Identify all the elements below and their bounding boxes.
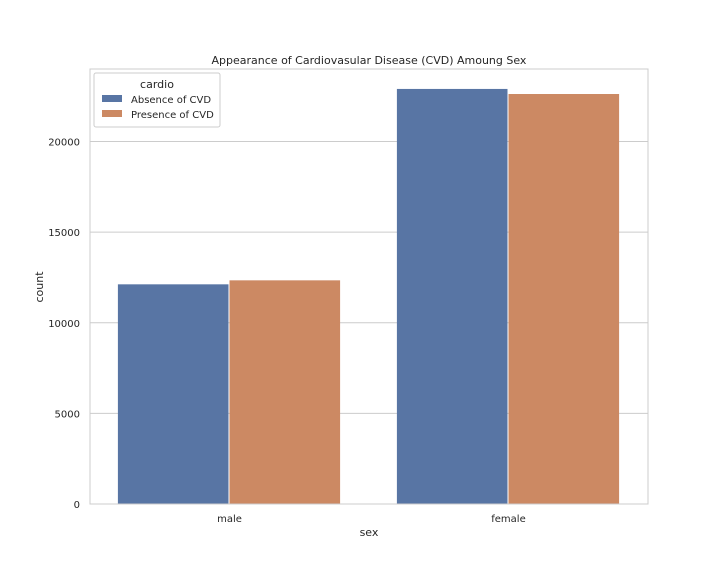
legend-title: cardio xyxy=(140,78,174,91)
y-axis-label: count xyxy=(33,271,46,303)
x-tick-label: male xyxy=(217,514,242,525)
y-tick-label: 15000 xyxy=(48,228,80,239)
plot-frame xyxy=(89,68,649,505)
legend-swatch xyxy=(102,110,122,117)
legend-swatch xyxy=(102,95,122,102)
y-tick-label: 0 xyxy=(74,500,80,511)
legend-box xyxy=(93,72,221,128)
bar-female-presence xyxy=(508,94,620,504)
legend-entry-label: Presence of CVD xyxy=(131,110,214,121)
y-tick-label: 20000 xyxy=(48,138,80,149)
chart-title: Appearance of Cardiovasular Disease (CVD… xyxy=(212,54,527,67)
x-axis-label: sex xyxy=(360,526,379,539)
legend-entry-label: Absence of CVD xyxy=(131,95,211,106)
bar-female-absence xyxy=(396,88,508,504)
x-axis-ticks: male female xyxy=(217,514,526,525)
bar-male-absence xyxy=(117,284,229,504)
y-tick-label: 5000 xyxy=(55,409,80,420)
x-tick-label: female xyxy=(491,514,525,525)
bar-male-presence xyxy=(229,280,341,504)
y-axis-ticks: 0 5000 10000 15000 20000 xyxy=(48,138,80,512)
bars xyxy=(117,88,620,504)
legend: cardio Absence of CVD Presence of CVD xyxy=(93,72,221,128)
y-tick-label: 10000 xyxy=(48,319,80,330)
